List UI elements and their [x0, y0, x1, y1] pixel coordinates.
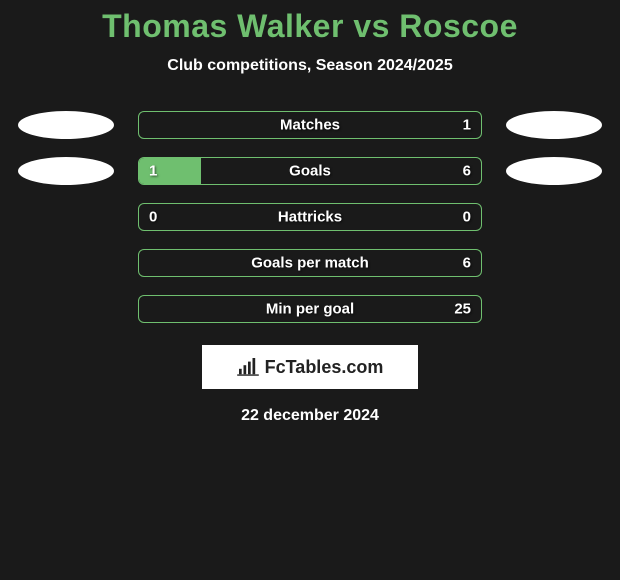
stat-value-left: 1 — [149, 163, 157, 180]
stat-value-right: 0 — [463, 209, 471, 226]
stat-row: Goals per match 6 — [0, 249, 620, 277]
stat-value-right: 6 — [463, 163, 471, 180]
stat-value-right: 25 — [454, 301, 471, 318]
page-title: Thomas Walker vs Roscoe — [0, 8, 620, 45]
logo-box: FcTables.com — [202, 345, 418, 389]
player-photo-left — [18, 157, 114, 185]
page-subtitle: Club competitions, Season 2024/2025 — [0, 57, 620, 75]
bar-chart-icon — [237, 358, 259, 376]
player-photo-left — [18, 111, 114, 139]
stat-value-left: 0 — [149, 209, 157, 226]
player-photo-right — [506, 111, 602, 139]
stat-row: Matches 1 — [0, 111, 620, 139]
stat-bar-goals-per-match: Goals per match 6 — [138, 249, 482, 277]
stat-bar-hattricks: 0 Hattricks 0 — [138, 203, 482, 231]
stat-value-right: 6 — [463, 255, 471, 272]
stat-bar-min-per-goal: Min per goal 25 — [138, 295, 482, 323]
stat-row: 0 Hattricks 0 — [0, 203, 620, 231]
stat-bar-matches: Matches 1 — [138, 111, 482, 139]
logo-text: FcTables.com — [265, 357, 384, 378]
stat-label: Min per goal — [266, 301, 354, 318]
date-text: 22 december 2024 — [0, 407, 620, 425]
stat-label: Matches — [280, 117, 340, 134]
stat-bar-goals: 1 Goals 6 — [138, 157, 482, 185]
infographic: Thomas Walker vs Roscoe Club competition… — [0, 0, 620, 425]
logo: FcTables.com — [237, 357, 384, 378]
stat-label: Goals per match — [251, 255, 369, 272]
stat-label: Hattricks — [278, 209, 342, 226]
stat-value-right: 1 — [463, 117, 471, 134]
player-photo-right — [506, 157, 602, 185]
stat-row: 1 Goals 6 — [0, 157, 620, 185]
stat-label: Goals — [289, 163, 331, 180]
stat-row: Min per goal 25 — [0, 295, 620, 323]
